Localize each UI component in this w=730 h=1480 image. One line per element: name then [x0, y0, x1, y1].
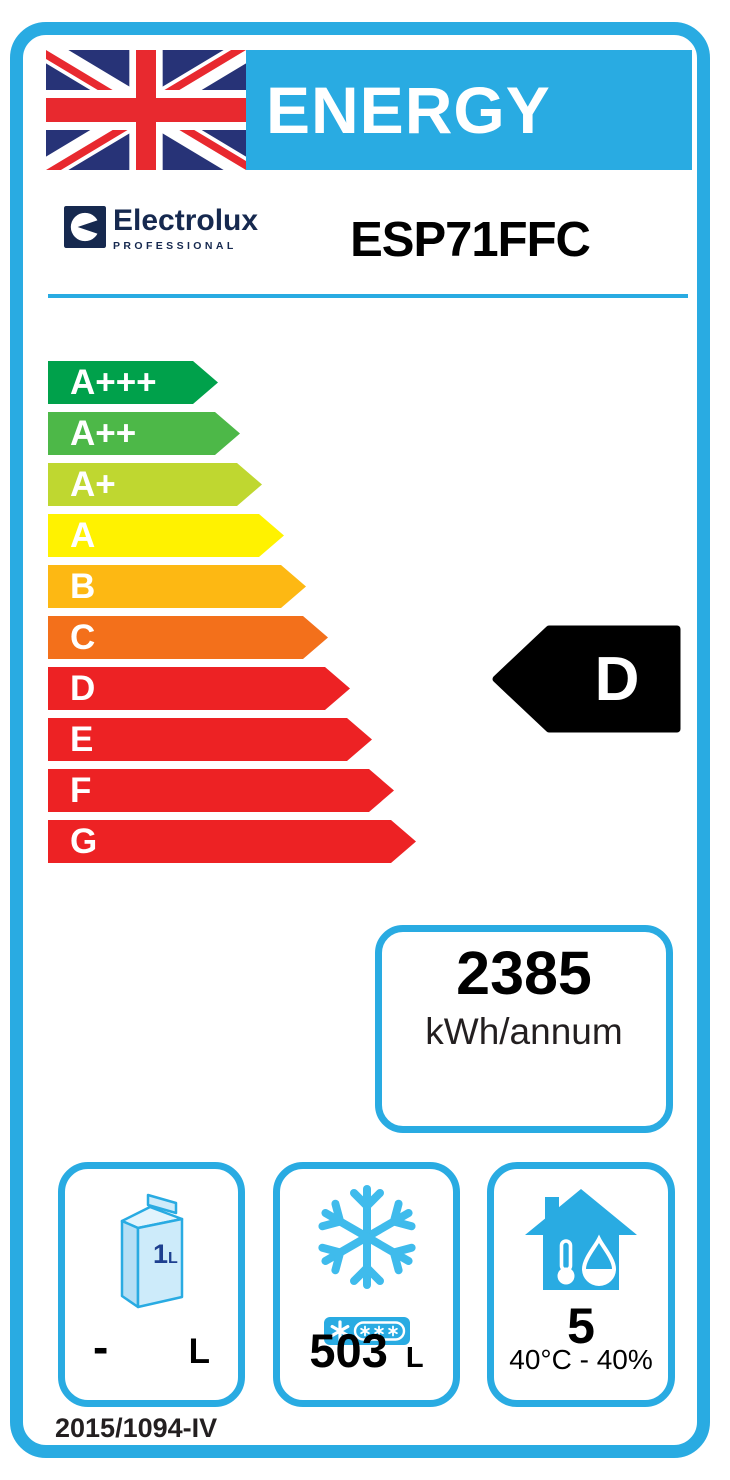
current-rating-grade: D — [594, 644, 640, 714]
brand-block: Electrolux PROFESSIONAL — [113, 204, 259, 253]
union-jack-flag-icon — [46, 50, 246, 170]
energy-banner: ENERGY — [246, 50, 692, 170]
brand-subtitle: PROFESSIONAL — [113, 240, 237, 252]
rating-arrow-row: F — [48, 769, 394, 812]
house-temperature-humidity-icon — [525, 1189, 637, 1290]
rating-grade-label: F — [70, 771, 92, 810]
four-star-freezer-badge-icon — [323, 1317, 410, 1345]
snowflake-icon — [309, 1185, 425, 1295]
rating-arrow-row: A++ — [48, 412, 240, 455]
model-number: ESP71FFC — [350, 213, 591, 267]
freezer-capacity-box: 503 L — [273, 1162, 460, 1407]
rating-arrow-row: D — [48, 667, 350, 710]
fridge-unit: L — [188, 1332, 210, 1371]
milk-carton-icon: 1L — [120, 1193, 183, 1309]
energy-title: ENERGY — [266, 73, 551, 147]
rating-grade-label: A+ — [70, 465, 116, 504]
brand-name: Electrolux — [113, 204, 259, 237]
rating-grade-label: G — [70, 822, 98, 861]
black-arrow-icon — [492, 625, 681, 733]
current-rating-indicator: D — [492, 625, 684, 733]
climate-class-value: 5 — [567, 1298, 595, 1354]
rating-arrow-row: C — [48, 616, 328, 659]
rating-arrow-row: A — [48, 514, 284, 557]
climate-class-box: 5 40°C - 40% — [487, 1162, 675, 1407]
rating-arrow-row: E — [48, 718, 372, 761]
electrolux-logo-icon — [64, 206, 106, 248]
rating-grade-label: C — [70, 618, 96, 657]
fridge-capacity-box: 1L - L — [58, 1162, 245, 1407]
consumption-unit: kWh/annum — [425, 1011, 623, 1053]
rating-grade-label: A — [70, 516, 96, 555]
consumption-box: 2385 kWh/annum — [375, 925, 673, 1133]
regulation-reference: 2015/1094-IV — [55, 1413, 218, 1443]
header-divider — [48, 294, 688, 298]
rating-grade-label: B — [70, 567, 96, 606]
rating-grade-label: A++ — [70, 414, 137, 453]
rating-scale: A+++ A++ A+ A B C D E F G — [48, 361, 416, 871]
climate-condition: 40°C - 40% — [509, 1344, 653, 1375]
rating-arrow-row: B — [48, 565, 306, 608]
rating-grade-label: E — [70, 720, 94, 759]
rating-grade-label: A+++ — [70, 363, 157, 402]
rating-arrow-row: A+ — [48, 463, 262, 506]
fridge-value: - — [93, 1321, 109, 1373]
freezer-unit: L — [405, 1342, 424, 1374]
rating-grade-label: D — [70, 669, 96, 708]
consumption-value: 2385 — [456, 939, 592, 1007]
freezer-value: 503 — [309, 1324, 388, 1377]
rating-arrow-row: A+++ — [48, 361, 218, 404]
rating-arrow-row: G — [48, 820, 416, 863]
